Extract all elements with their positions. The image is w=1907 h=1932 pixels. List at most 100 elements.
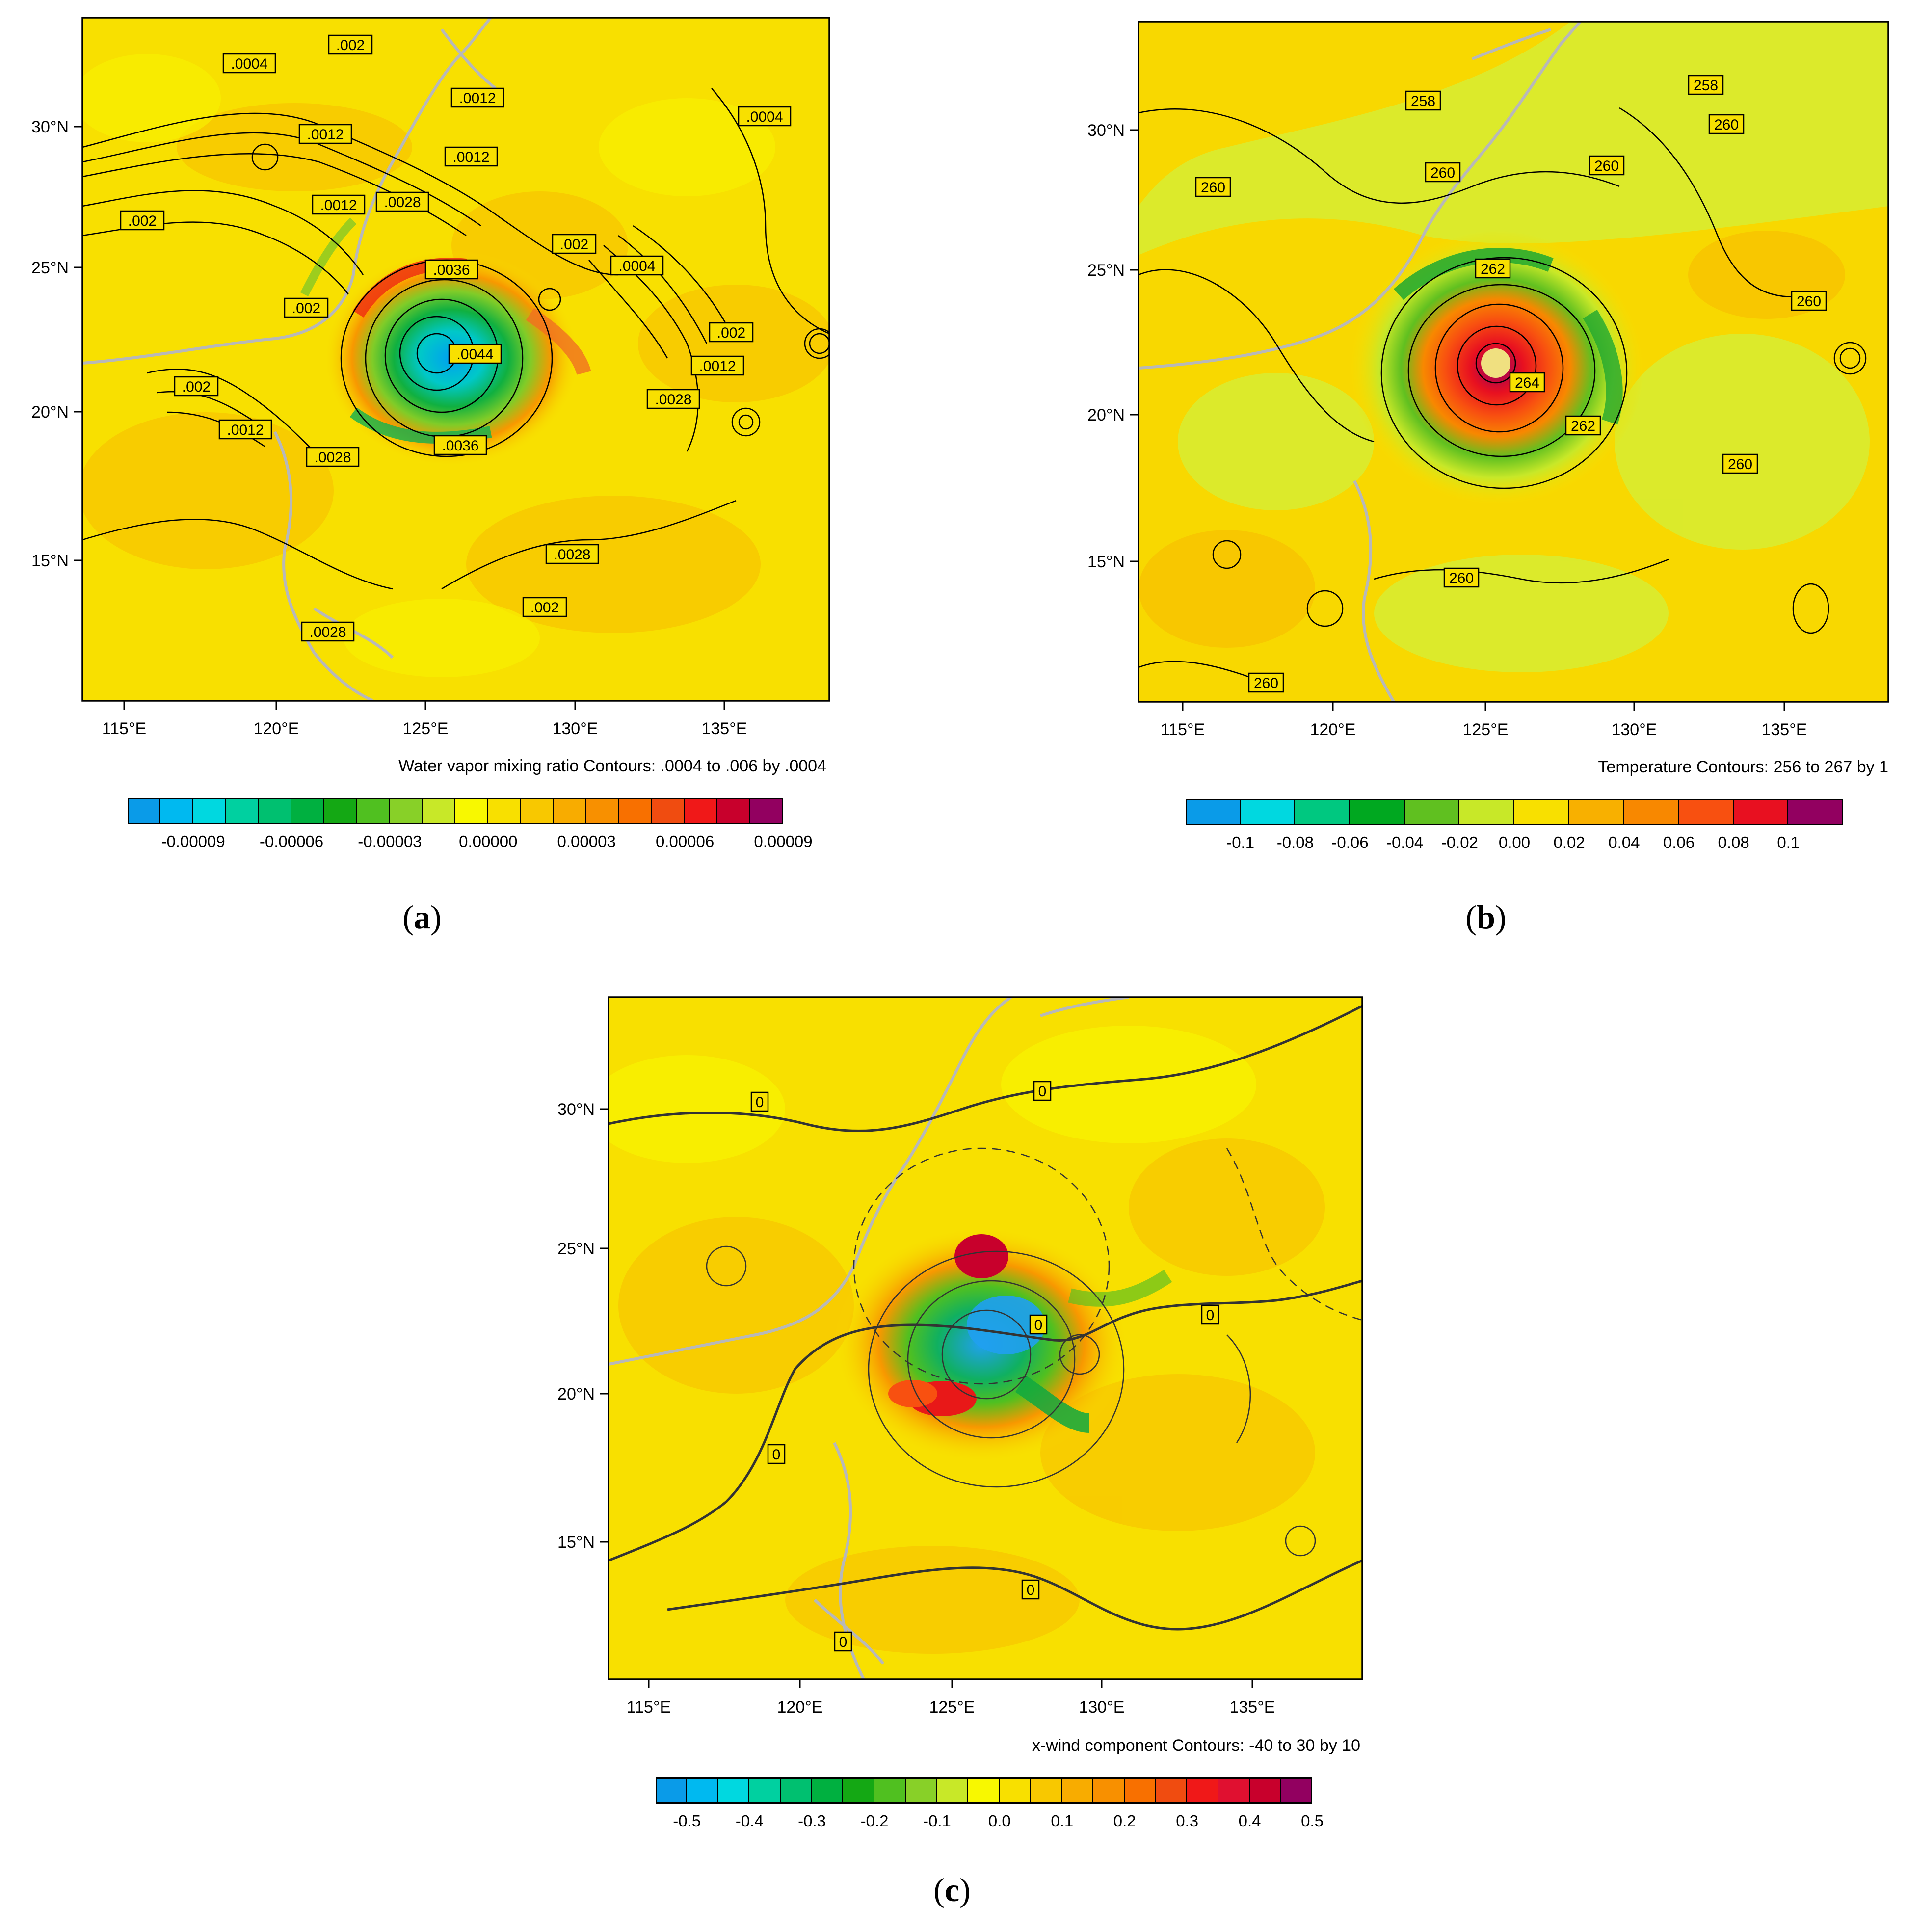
colorbar-cell	[390, 798, 423, 824]
colorbar-cell	[1733, 799, 1789, 825]
colorbar-cell	[1788, 799, 1843, 825]
contour-label: .0004	[618, 258, 655, 274]
contour-label: .0012	[699, 358, 736, 374]
contour-label: .0012	[307, 127, 344, 143]
caption-a: (a)	[402, 899, 442, 936]
lon-tick: 120°E	[253, 719, 299, 738]
contour-label: .0028	[314, 450, 351, 466]
lat-tick: 15°N	[31, 552, 69, 570]
colorbar-tick-label: -0.00006	[259, 832, 324, 850]
lat-tick: 25°N	[31, 259, 69, 277]
colorbar-frame	[128, 798, 783, 824]
lon-tick: 135°E	[1229, 1698, 1275, 1717]
contour-label: .0012	[320, 197, 357, 213]
colorbar-cell	[324, 798, 357, 824]
colorbar-c: -0.5 -0.4 -0.3 -0.2 -0.1 0.0 0.1 0.2 0.3 0.4 0.5	[656, 1777, 1324, 1830]
contour-label: 262	[1571, 418, 1595, 434]
colorbar-tick-label: -0.02	[1441, 833, 1478, 851]
contour-label-box	[1248, 672, 1284, 693]
contour-label-box	[709, 322, 754, 343]
caption-c: (c)	[933, 1871, 971, 1908]
colorbar-cell	[874, 1777, 906, 1804]
colorbar-tick-label: -0.00009	[161, 832, 225, 850]
contour-label: 260	[1449, 570, 1474, 586]
contour-label-box	[1405, 90, 1441, 111]
colorbar-tick-label: 0.5	[1301, 1812, 1324, 1830]
colorbar-cell	[968, 1777, 1000, 1804]
colorbar-cell	[685, 798, 718, 824]
lat-tick: 25°N	[1087, 261, 1125, 280]
map-a: 115°E 120°E 125°E 130°E 135°E 30°N 25°N …	[31, 17, 830, 738]
lon-tick: 115°E	[1161, 720, 1205, 739]
contour-label-box	[1425, 162, 1461, 183]
colorbar-tick-label: 0.4	[1238, 1812, 1261, 1830]
contour-label: .0028	[309, 624, 346, 640]
colorbar-cell	[652, 798, 685, 824]
contour-label: 260	[1201, 180, 1225, 196]
colorbar-b: -0.1 -0.08 -0.06 -0.04 -0.02 0.00 0.02 0.04 0.06…	[1186, 799, 1843, 851]
colorbar-tick-label: 0.3	[1176, 1812, 1199, 1830]
colorbar-cell	[1187, 1777, 1218, 1804]
contour-label: 260	[1714, 117, 1739, 133]
colorbar-tick-label: -0.1	[1226, 833, 1255, 851]
colorbar-tick-label: -0.1	[923, 1812, 951, 1830]
lon-tick: 125°E	[402, 719, 448, 738]
contour-label-box	[306, 447, 360, 467]
contour-label: .0036	[433, 262, 470, 278]
colorbar-cell	[717, 798, 751, 824]
contour-label: 0	[1038, 1084, 1047, 1100]
contour-label-box	[750, 1091, 769, 1112]
contour-label-box	[545, 544, 599, 564]
contour-label-box	[433, 435, 487, 455]
colorbar-cell	[619, 798, 652, 824]
colorbar-cell	[780, 1777, 812, 1804]
colorbar-tick-label: -0.4	[735, 1812, 764, 1830]
map-b: 115°E 120°E 125°E 130°E 135°E 30°N 25°N …	[1087, 21, 1889, 739]
contour-label: 262	[1481, 261, 1505, 277]
contour-label-box	[450, 87, 504, 108]
colorbar-tick-label: -0.3	[798, 1812, 826, 1830]
colorbar-cell	[357, 798, 390, 824]
contour-label: .0012	[227, 422, 264, 438]
lon-tick: 115°E	[102, 719, 146, 738]
contour-label: 0	[1206, 1307, 1215, 1323]
map-c: 115°E 120°E 125°E 130°E 135°E 30°N 25°N …	[557, 996, 1363, 1717]
contour-label: 264	[1515, 375, 1539, 391]
colorbar-cell	[718, 1777, 750, 1804]
contour-label-box	[284, 297, 329, 318]
colorbar-tick-label: 0.00003	[557, 832, 616, 850]
contour-label-box	[375, 191, 429, 212]
contour-label-box	[1589, 155, 1625, 176]
panel-c: 115°E 120°E 125°E 130°E 135°E 30°N 25°N …	[491, 962, 1423, 1932]
contour-label-box	[120, 210, 165, 231]
contour-label: 260	[1797, 293, 1821, 310]
colorbar-tick-label: 0.04	[1608, 833, 1640, 851]
contour-label: .002	[336, 37, 365, 53]
colorbar-cell	[128, 798, 160, 824]
contour-label-box	[1021, 1579, 1040, 1600]
colorbar-cell	[1679, 799, 1734, 825]
panel-a: 115°E 120°E 125°E 130°E 135°E 30°N 25°N …	[0, 0, 932, 962]
lat-tick: 25°N	[557, 1240, 595, 1258]
caption-b: (b)	[1465, 899, 1507, 936]
lat-tick: 30°N	[31, 118, 69, 136]
colorbar-cell	[1093, 1777, 1125, 1804]
colorbar-cell	[423, 798, 455, 824]
colorbar-cell	[160, 798, 193, 824]
contour-title-b: Temperature Contours: 256 to 267 by 1	[1598, 758, 1888, 776]
contour-label-box	[298, 124, 352, 144]
lat-tick: 20°N	[557, 1385, 595, 1403]
contour-title-a: Water vapor mixing ratio Contours: .0004…	[398, 757, 826, 775]
lon-tick: 135°E	[701, 719, 747, 738]
colorbar-cell	[193, 798, 226, 824]
contour-label-box	[834, 1631, 852, 1652]
colorbar-cell	[1624, 799, 1679, 825]
colorbar-tick-label: -0.04	[1386, 833, 1424, 851]
map-frame	[608, 996, 1363, 1680]
colorbar-cell	[1218, 1777, 1250, 1804]
contour-label-box	[1029, 1314, 1048, 1335]
contour-label: .0004	[231, 56, 267, 72]
colorbar-tick-label: -0.08	[1276, 833, 1314, 851]
contour-label-box	[690, 355, 744, 376]
colorbar-cell	[1031, 1777, 1062, 1804]
